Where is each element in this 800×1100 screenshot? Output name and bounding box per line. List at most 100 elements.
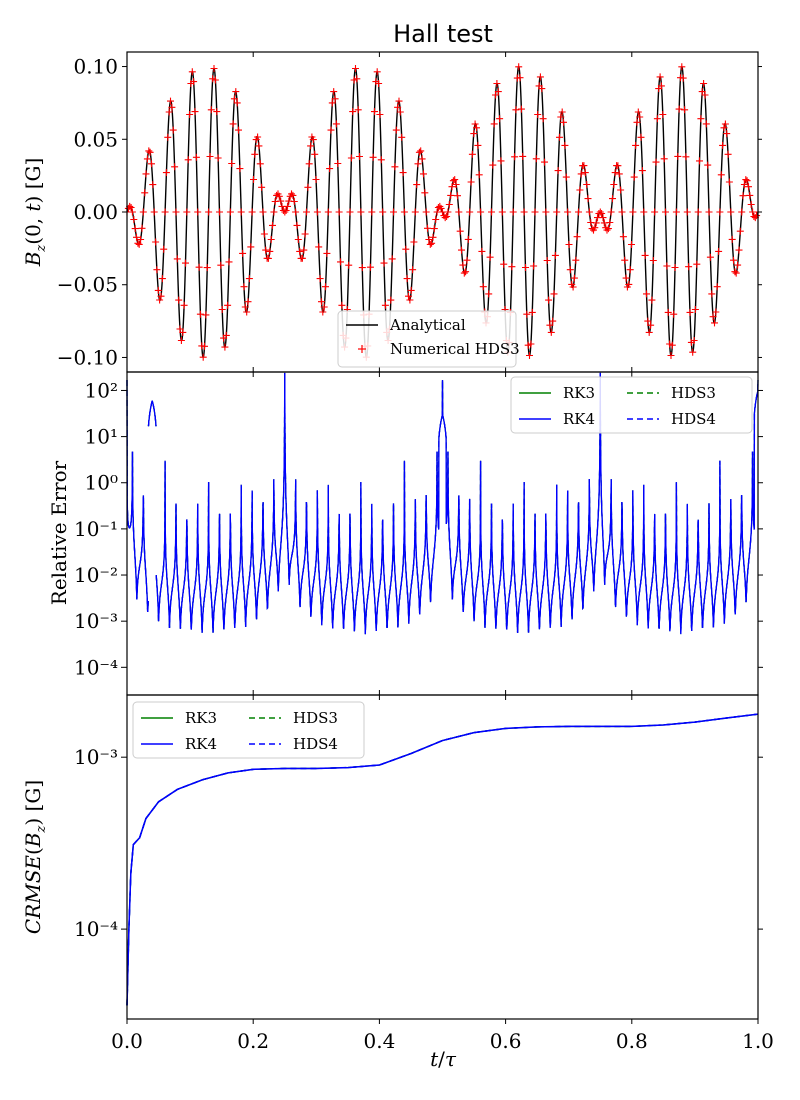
numerical-point xyxy=(213,108,221,116)
numerical-point xyxy=(716,208,724,216)
numerical-point xyxy=(683,208,691,216)
numerical-point xyxy=(496,115,504,123)
numerical-point xyxy=(546,321,554,329)
numerical-point xyxy=(662,208,669,216)
numerical-point xyxy=(452,181,460,188)
numerical-point xyxy=(730,256,737,264)
numerical-point xyxy=(225,258,233,266)
x-tick-label: 0.6 xyxy=(490,1029,522,1053)
numerical-point xyxy=(671,264,679,271)
numerical-point xyxy=(462,268,470,276)
numerical-point xyxy=(711,319,718,327)
numerical-point xyxy=(206,153,214,160)
numerical-point xyxy=(210,65,218,72)
numerical-point xyxy=(188,68,196,76)
numerical-point xyxy=(269,221,276,229)
numerical-point xyxy=(528,308,536,316)
numerical-point xyxy=(700,80,708,87)
numerical-point xyxy=(441,214,449,222)
numerical-point xyxy=(241,303,249,311)
legend-label-rk3: RK3 xyxy=(185,709,217,727)
y-tick-label: 10⁻³ xyxy=(74,609,118,633)
numerical-point xyxy=(407,286,415,294)
numerical-point xyxy=(368,208,376,216)
numerical-point xyxy=(477,208,485,216)
numerical-point xyxy=(728,235,736,243)
numerical-point xyxy=(331,95,339,103)
y-tick-label: 10⁻³ xyxy=(74,745,118,769)
numerical-point xyxy=(247,243,255,251)
numerical-point xyxy=(258,183,266,191)
numerical-point xyxy=(332,120,340,128)
panel-crmse-legend: RK3 RK4 HDS3 HDS4 xyxy=(132,701,365,759)
numerical-point xyxy=(150,208,158,216)
numerical-point xyxy=(421,189,429,197)
numerical-point xyxy=(307,142,315,150)
numerical-point xyxy=(693,260,701,268)
numerical-point xyxy=(560,118,567,126)
numerical-point xyxy=(352,65,359,72)
numerical-point xyxy=(621,256,629,264)
numerical-point xyxy=(557,113,565,121)
numerical-point xyxy=(195,263,203,271)
numerical-point xyxy=(553,208,561,216)
numerical-point xyxy=(686,308,694,316)
numerical-point xyxy=(399,169,407,177)
numerical-point xyxy=(478,247,486,255)
numerical-point xyxy=(615,170,623,178)
numerical-point xyxy=(648,296,656,304)
numerical-point xyxy=(270,208,278,216)
numerical-point xyxy=(221,343,229,351)
numerical-point xyxy=(319,308,327,316)
numerical-point xyxy=(515,63,523,71)
numerical-point xyxy=(305,160,313,168)
numerical-point xyxy=(470,130,478,138)
numerical-point xyxy=(724,150,732,158)
numerical-point xyxy=(264,254,272,262)
numerical-point xyxy=(371,108,378,116)
numerical-point xyxy=(689,348,697,356)
numerical-point xyxy=(583,181,591,188)
numerical-point xyxy=(328,99,336,107)
numerical-point xyxy=(379,208,387,216)
numerical-point xyxy=(640,208,648,216)
numerical-point xyxy=(614,162,622,170)
numerical-point xyxy=(437,204,445,212)
numerical-point xyxy=(244,298,252,306)
numerical-point xyxy=(645,328,653,336)
numerical-point xyxy=(330,88,338,96)
numerical-point xyxy=(632,141,640,149)
numerical-point xyxy=(130,216,138,223)
numerical-point xyxy=(211,76,219,84)
numerical-point xyxy=(598,210,606,217)
numerical-point xyxy=(424,224,431,232)
numerical-point xyxy=(731,268,739,276)
numerical-point xyxy=(458,246,465,254)
svg-text:CRMSE(Bz) [G]: CRMSE(Bz) [G] xyxy=(21,780,49,934)
legend-label-rk4: RK4 xyxy=(185,735,217,753)
numerical-point xyxy=(420,170,427,178)
y-tick-label: −0.05 xyxy=(57,273,118,297)
numerical-point xyxy=(573,233,581,241)
numerical-point xyxy=(201,342,208,350)
numerical-point xyxy=(526,352,533,359)
numerical-point xyxy=(354,106,362,114)
numerical-point xyxy=(558,108,566,116)
numerical-point xyxy=(713,283,721,291)
numerical-point xyxy=(647,321,655,329)
panel-bz-legend: Analytical Numerical HDS3 xyxy=(337,310,520,368)
numerical-point xyxy=(556,133,563,141)
numerical-point xyxy=(464,235,472,243)
numerical-point xyxy=(337,258,344,266)
chart-title: Hall test xyxy=(393,20,493,48)
numerical-point xyxy=(245,275,253,283)
numerical-point xyxy=(456,227,464,235)
panel-relative-error: 10² 10¹ 10⁰ 10⁻¹ 10⁻² 10⁻³ 10⁻⁴ Relative Error… xyxy=(47,371,763,696)
numerical-point xyxy=(415,148,423,156)
panel-crmse-frame xyxy=(126,694,759,1020)
numerical-point xyxy=(403,275,411,283)
numerical-point xyxy=(459,261,467,269)
numerical-point xyxy=(725,178,733,186)
numerical-point xyxy=(681,106,689,114)
numerical-point xyxy=(267,236,275,243)
